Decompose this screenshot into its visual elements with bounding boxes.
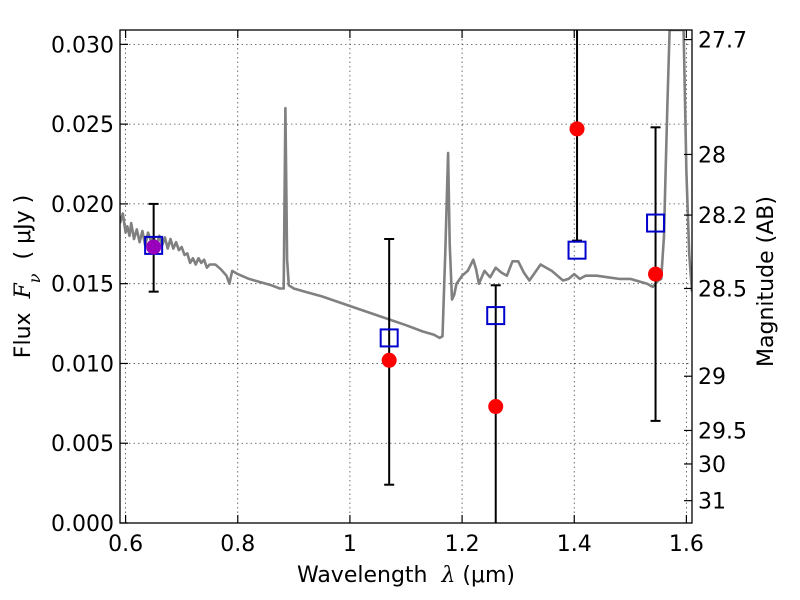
- observed-photometry-point: [146, 239, 162, 255]
- y-tick-label: 0.025: [51, 113, 114, 138]
- y2-tick-label: 29: [698, 365, 726, 390]
- y-axis-label-subscript: ν: [25, 273, 44, 283]
- model-photometry-square: [486, 306, 506, 326]
- observed-photometry-point: [648, 266, 664, 282]
- spectrum-line: [120, 30, 692, 340]
- y2-axis-label: Magnitude (AB): [754, 196, 779, 367]
- y-axis-label-suffix: ( μJy ): [11, 195, 36, 274]
- y-tick-label: 0.020: [51, 193, 114, 218]
- model-photometry-square: [567, 240, 587, 260]
- observed-photometry-point: [569, 121, 585, 137]
- observed-photometry-point: [381, 352, 397, 368]
- grid: [120, 30, 692, 523]
- x-tick-label: 0.8: [220, 532, 255, 557]
- y-axis-label: Flux Fν ( μJy ): [11, 195, 44, 358]
- y2-axis-magnitude: 27.7 28 28.2 28.5 29 29.5 30 31: [684, 29, 747, 515]
- y2-tick-label: 27.7: [698, 29, 747, 54]
- y-tick-label: 0.005: [51, 432, 114, 457]
- y-axis-label-prefix: Flux: [11, 298, 36, 358]
- y-axis: 0.000 0.005 0.010 0.015 0.020 0.025 0.030: [51, 33, 128, 537]
- x-tick-label: 0.6: [108, 532, 143, 557]
- model-photometry-square: [646, 213, 666, 233]
- plot-frame: [119, 29, 693, 524]
- y2-tick-label: 28.5: [698, 277, 747, 302]
- y-axis-label-symbol: F: [11, 282, 36, 299]
- x-tick-label: 1: [343, 532, 357, 557]
- spectrum-layer: [120, 30, 692, 340]
- y-tick-label: 0.000: [51, 512, 114, 537]
- y-tick-label: 0.030: [51, 33, 114, 58]
- x-axis-label-suffix: (μm): [455, 563, 515, 588]
- y2-tick-label: 28: [698, 143, 726, 168]
- x-axis-label-prefix: Wavelength: [297, 563, 442, 588]
- y-tick-label: 0.015: [51, 273, 114, 298]
- y2-tick-label: 29.5: [698, 419, 747, 444]
- y2-tick-label: 28.2: [698, 204, 747, 229]
- x-axis: 0.6 0.8 1 1.2 1.4 1.6: [108, 30, 704, 557]
- circle-layer: [146, 121, 664, 415]
- y2-tick-label: 30: [698, 453, 726, 478]
- x-axis-label-symbol: λ: [440, 563, 455, 588]
- y-tick-label: 0.010: [51, 352, 114, 377]
- model-photometry-square: [379, 328, 399, 348]
- observed-photometry-point: [488, 399, 504, 415]
- y2-tick-label: 31: [698, 490, 726, 515]
- x-tick-label: 1.6: [669, 532, 704, 557]
- x-tick-label: 1.4: [557, 532, 592, 557]
- x-tick-label: 1.2: [445, 532, 480, 557]
- x-axis-label: Wavelength λ (μm): [297, 563, 515, 588]
